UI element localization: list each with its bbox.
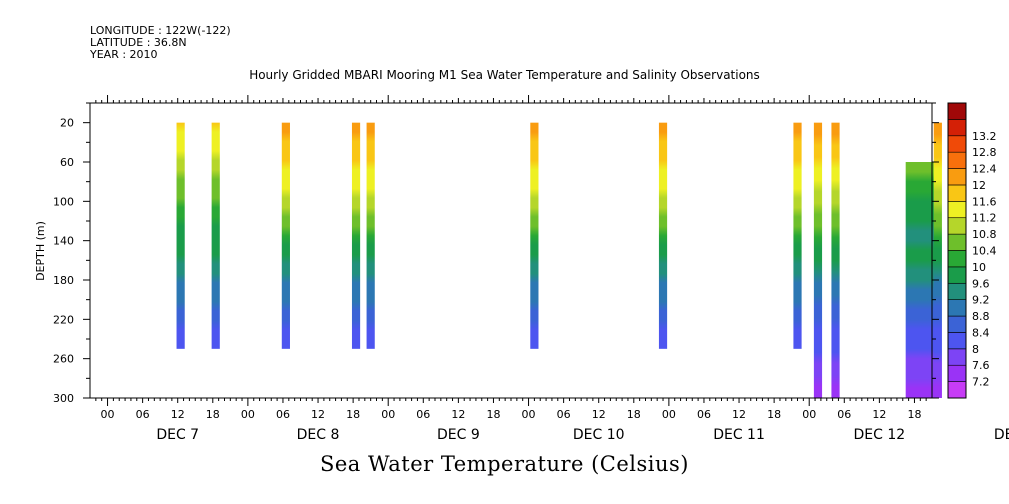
colorbar-swatch: [947, 348, 967, 366]
data-column: [176, 122, 185, 349]
y-tick-label: 20: [60, 117, 74, 130]
x-tick-label: 18: [767, 408, 781, 421]
colorbar-swatch: [947, 201, 967, 219]
x-tick-label: 12: [171, 408, 185, 421]
colorbar-swatch: [947, 315, 967, 333]
data-column: [658, 122, 668, 349]
colorbar-swatch: [947, 217, 967, 235]
data-column: [366, 122, 375, 349]
day-label: DEC 12: [854, 427, 906, 443]
colorbar-label: 7.6: [972, 359, 990, 372]
x-tick-label: 06: [136, 408, 150, 421]
x-tick-label: 12: [451, 408, 465, 421]
x-tick-label: 18: [486, 408, 500, 421]
colorbar-swatch: [947, 364, 967, 382]
y-tick-label: 60: [60, 156, 74, 169]
colorbar-swatch: [947, 102, 967, 120]
y-tick-label: 260: [53, 353, 74, 366]
colorbar-label: 12: [972, 179, 986, 192]
data-column: [831, 122, 840, 399]
x-tick-label: 12: [311, 408, 325, 421]
x-tick-label: 00: [662, 408, 676, 421]
colorbar-swatch: [947, 381, 967, 399]
colorbar-swatch: [947, 168, 967, 186]
colorbar-swatch: [947, 250, 967, 268]
x-tick-label: 00: [241, 408, 255, 421]
data-column: [281, 122, 290, 349]
x-tick-label: 00: [101, 408, 115, 421]
x-tick-label: 06: [416, 408, 430, 421]
x-tick-label: 18: [206, 408, 220, 421]
data-column: [905, 162, 935, 398]
y-tick-label: 180: [53, 274, 74, 287]
colorbar-label: 10: [972, 261, 986, 274]
year-label: YEAR : 2010: [90, 48, 158, 61]
x-tick-label: 18: [907, 408, 921, 421]
day-label: DEC 9: [437, 427, 480, 443]
colorbar-label: 11.2: [972, 212, 997, 225]
colorbar-label: 8.8: [972, 310, 990, 323]
x-tick-label: 00: [802, 408, 816, 421]
colorbar-swatch: [947, 233, 967, 251]
y-tick-label: 220: [53, 313, 74, 326]
colorbar-swatch: [947, 299, 967, 317]
data-column: [530, 122, 539, 349]
x-tick-label: 06: [557, 408, 571, 421]
x-tick-label: 06: [697, 408, 711, 421]
colorbar-swatch: [947, 332, 967, 350]
y-axis-label: DEPTH (m): [34, 221, 47, 281]
colorbar-swatch: [947, 135, 967, 153]
colorbar-label: 10.8: [972, 228, 997, 241]
chart-title: Hourly Gridded MBARI Mooring M1 Sea Wate…: [249, 68, 760, 82]
y-tick-label: 140: [53, 235, 74, 248]
data-column: [793, 122, 802, 349]
day-label: DEC 11: [713, 427, 765, 443]
footer-label: Sea Water Temperature (Celsius): [319, 452, 689, 476]
x-tick-label: 12: [872, 408, 886, 421]
day-label: DEC 7: [156, 427, 199, 443]
x-tick-label: 12: [592, 408, 606, 421]
longitude-label: LONGITUDE : 122W(-122): [90, 24, 231, 37]
colorbar-label: 13.2: [972, 130, 997, 143]
colorbar-label: 12.4: [972, 163, 997, 176]
colorbar-label: 9.6: [972, 277, 990, 290]
data-column: [933, 122, 942, 399]
colorbar-label: 11.6: [972, 195, 997, 208]
colorbar-label: 9.2: [972, 294, 990, 307]
colorbar-swatch: [947, 282, 967, 300]
colorbar-label: 10.4: [972, 245, 997, 258]
x-tick-label: 18: [627, 408, 641, 421]
x-tick-label: 00: [381, 408, 395, 421]
data-column: [813, 122, 823, 399]
colorbar-swatch: [947, 151, 967, 169]
day-label: DEC 13: [994, 427, 1009, 443]
x-tick-label: 06: [276, 408, 290, 421]
y-tick-label: 300: [53, 392, 74, 405]
x-tick-label: 00: [522, 408, 536, 421]
colorbar-swatch: [947, 266, 967, 284]
colorbar-label: 12.8: [972, 146, 997, 159]
colorbar-label: 8: [972, 343, 979, 356]
colorbar-label: 7.2: [972, 376, 990, 389]
colorbar-swatch: [947, 184, 967, 202]
day-label: DEC 10: [573, 427, 625, 443]
y-tick-label: 100: [53, 195, 74, 208]
colorbar-swatch: [947, 119, 967, 137]
day-label: DEC 8: [297, 427, 340, 443]
x-tick-label: 06: [837, 408, 851, 421]
x-tick-label: 12: [732, 408, 746, 421]
x-tick-label: 18: [346, 408, 360, 421]
data-column: [351, 122, 361, 349]
colorbar-label: 8.4: [972, 326, 990, 339]
data-column: [211, 122, 220, 349]
latitude-label: LATITUDE : 36.8N: [90, 36, 187, 49]
